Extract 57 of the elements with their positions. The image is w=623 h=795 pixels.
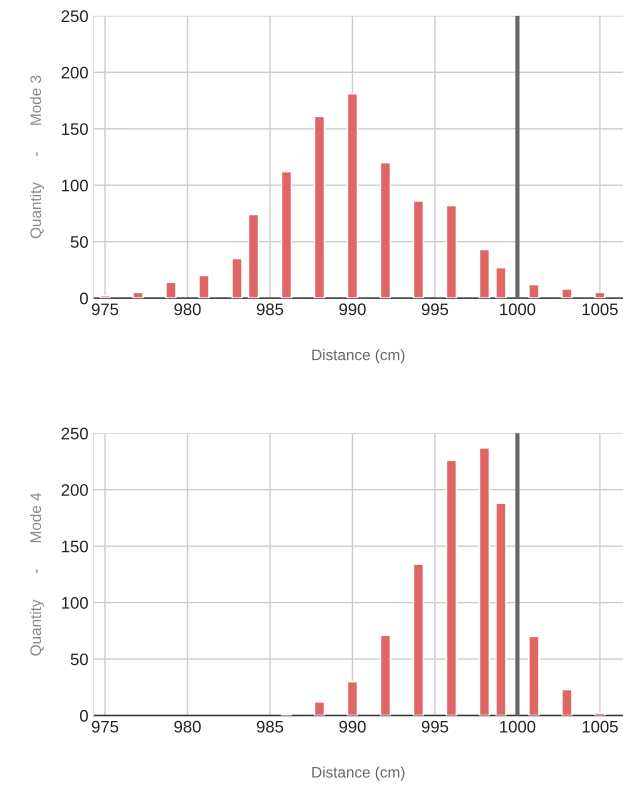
bar xyxy=(495,502,507,716)
x-tick-label: 995 xyxy=(422,720,448,733)
x-axis-title: Distance (cm) xyxy=(312,766,404,781)
bar xyxy=(594,712,606,716)
y-tick-label: 250 xyxy=(62,10,88,22)
bar xyxy=(412,564,424,716)
bar xyxy=(314,701,326,716)
bar xyxy=(561,288,573,298)
y-tick-label: 250 xyxy=(62,428,88,440)
bar xyxy=(248,214,260,298)
y-tick-label: 100 xyxy=(62,597,88,609)
y-tick-label: 100 xyxy=(62,180,88,192)
bar xyxy=(380,634,392,716)
y-tick-label: 150 xyxy=(62,123,88,135)
bar xyxy=(132,292,144,298)
x-axis-title: Distance (cm) xyxy=(312,349,404,364)
x-tick-label: 1000 xyxy=(500,303,536,316)
x-tick-label: 985 xyxy=(256,720,284,733)
x-tick-label: 990 xyxy=(339,720,366,733)
x-tick-label: 1005 xyxy=(582,303,618,316)
y-tick-label: 50 xyxy=(70,653,88,666)
bar xyxy=(446,204,458,298)
x-tick-label: 990 xyxy=(339,303,366,316)
bar xyxy=(280,170,292,298)
y-tick-label: 50 xyxy=(70,236,88,248)
y-tick-label: 200 xyxy=(62,484,88,496)
x-tick-label: 975 xyxy=(92,303,118,316)
bar xyxy=(346,93,358,298)
bar xyxy=(346,680,358,716)
bar xyxy=(198,274,210,298)
x-tick-label: 980 xyxy=(174,303,201,316)
bar xyxy=(165,282,177,298)
bar xyxy=(231,258,243,298)
x-tick-label: 1000 xyxy=(500,720,536,733)
bar xyxy=(561,688,573,716)
bar xyxy=(446,460,458,716)
bar xyxy=(314,116,326,298)
y-tick-label: 0 xyxy=(80,292,88,304)
bar xyxy=(478,447,490,716)
bar xyxy=(594,292,606,298)
bar xyxy=(528,636,540,716)
y-axis-title: Quantity - Mode 4 xyxy=(30,492,44,656)
bar xyxy=(99,295,111,298)
x-tick-label: 1005 xyxy=(582,720,618,733)
bar xyxy=(528,284,540,298)
x-tick-label: 975 xyxy=(92,720,118,733)
x-tick-label: 995 xyxy=(422,303,448,316)
y-axis-title: Quantity - Mode 3 xyxy=(30,76,44,238)
bar xyxy=(495,266,507,298)
bar xyxy=(412,200,424,298)
y-tick-label: 150 xyxy=(62,540,88,552)
x-tick-label: 985 xyxy=(256,303,284,316)
x-tick-label: 980 xyxy=(174,720,201,733)
bar xyxy=(478,248,490,298)
bar xyxy=(380,162,392,298)
y-tick-label: 0 xyxy=(80,710,88,722)
y-tick-label: 200 xyxy=(62,66,88,79)
